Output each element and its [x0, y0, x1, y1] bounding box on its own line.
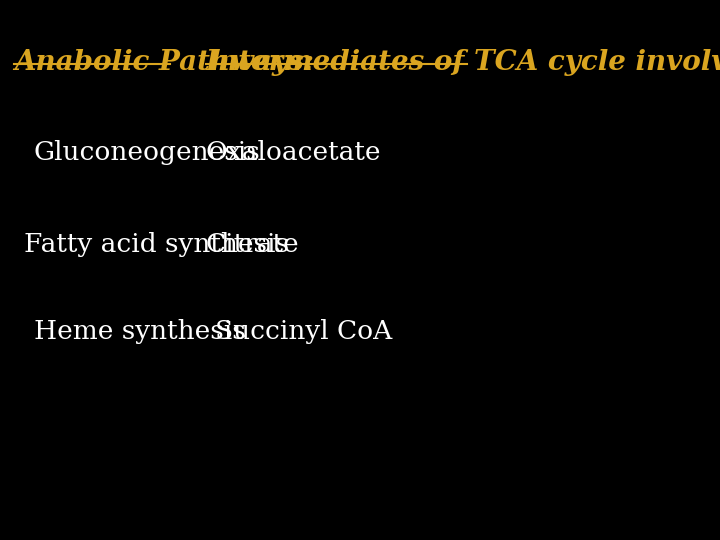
Text: Fatty acid synthesis: Fatty acid synthesis — [24, 232, 289, 257]
Text: Anabolic Pathways:: Anabolic Pathways: — [14, 49, 315, 76]
Text: Intermediates of TCA cycle involved: Intermediates of TCA cycle involved — [206, 49, 720, 76]
Text: Succinyl CoA: Succinyl CoA — [215, 319, 392, 343]
Text: Oxaloacetate: Oxaloacetate — [206, 140, 382, 165]
Text: Heme synthesis: Heme synthesis — [34, 319, 246, 343]
Text: Gluconeogenesis: Gluconeogenesis — [34, 140, 260, 165]
Text: Citrate: Citrate — [206, 232, 300, 257]
